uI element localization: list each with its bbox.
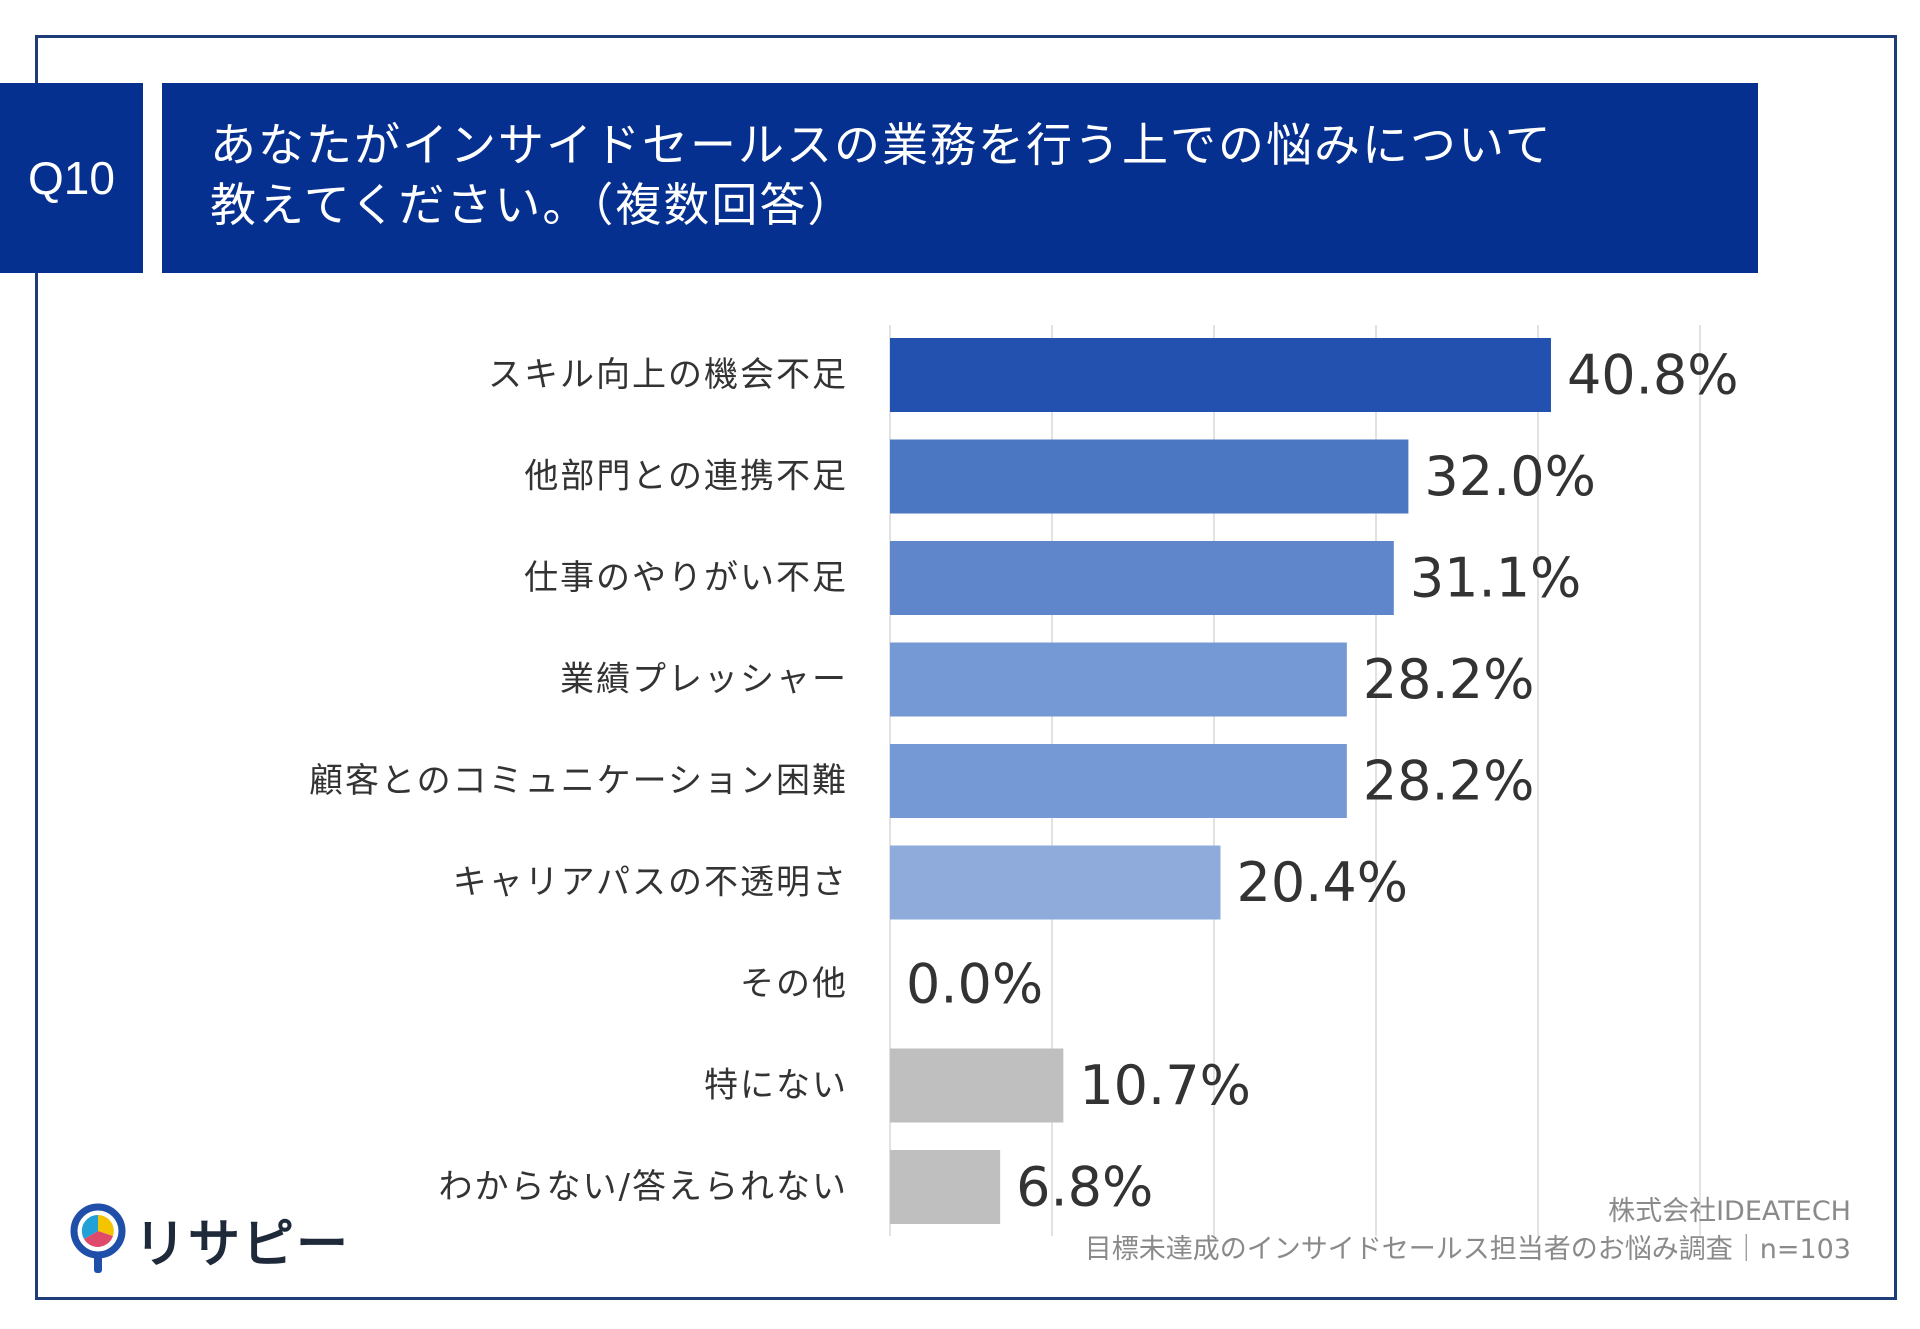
question-number: Q10 xyxy=(0,83,143,273)
bar xyxy=(890,541,1394,615)
data-label: 0.0% xyxy=(906,953,1043,1016)
pin-pie-icon xyxy=(70,1203,126,1273)
bar xyxy=(890,439,1409,514)
category-label: 他部門との連携不足 xyxy=(524,457,848,497)
category-label: スキル向上の機会不足 xyxy=(488,355,848,395)
data-label: 20.4% xyxy=(1236,851,1408,914)
data-label: 28.2% xyxy=(1363,648,1535,711)
data-label: 28.2% xyxy=(1363,750,1535,813)
data-label: 32.0% xyxy=(1424,445,1596,508)
category-label: 業績プレッシャー xyxy=(560,660,848,700)
category-label: キャリアパスの不透明さ xyxy=(453,863,848,903)
bar xyxy=(890,1150,1001,1224)
chart-frame xyxy=(35,35,1897,1300)
company-name: 株式会社IDEATECH xyxy=(1608,1196,1851,1227)
bar xyxy=(890,642,1347,717)
bar xyxy=(890,1048,1064,1123)
data-label: 10.7% xyxy=(1079,1054,1251,1117)
source-credit: 株式会社IDEATECH 目標未達成のインサイドセールス担当者のお悩み調査｜n=… xyxy=(1085,1193,1851,1269)
data-label: 31.1% xyxy=(1410,547,1582,610)
category-label: その他 xyxy=(740,964,848,1004)
survey-note: 目標未達成のインサイドセールス担当者のお悩み調査｜n=103 xyxy=(1084,1234,1851,1265)
data-label: 40.8% xyxy=(1567,344,1739,407)
category-label: 仕事のやりがい不足 xyxy=(524,558,848,598)
category-label: わからない/答えられない xyxy=(439,1167,848,1207)
data-label: 6.8% xyxy=(1016,1156,1153,1219)
category-label: 顧客とのコミュニケーション困難 xyxy=(309,761,848,801)
title-line-1: あなたがインサイドセールスの業務を行う上での悩みについて xyxy=(210,118,1553,172)
category-label: 特にない xyxy=(704,1066,848,1106)
brand-logo: リサピー xyxy=(70,1203,350,1275)
bar xyxy=(890,744,1347,818)
question-title: あなたがインサイドセールスの業務を行う上での悩みについて 教えてください。（複数… xyxy=(162,83,1758,273)
bar xyxy=(890,845,1221,920)
logo-text: リサピー xyxy=(134,1214,351,1275)
title-line-2: 教えてください。（複数回答） xyxy=(210,178,856,232)
bar xyxy=(890,338,1551,412)
